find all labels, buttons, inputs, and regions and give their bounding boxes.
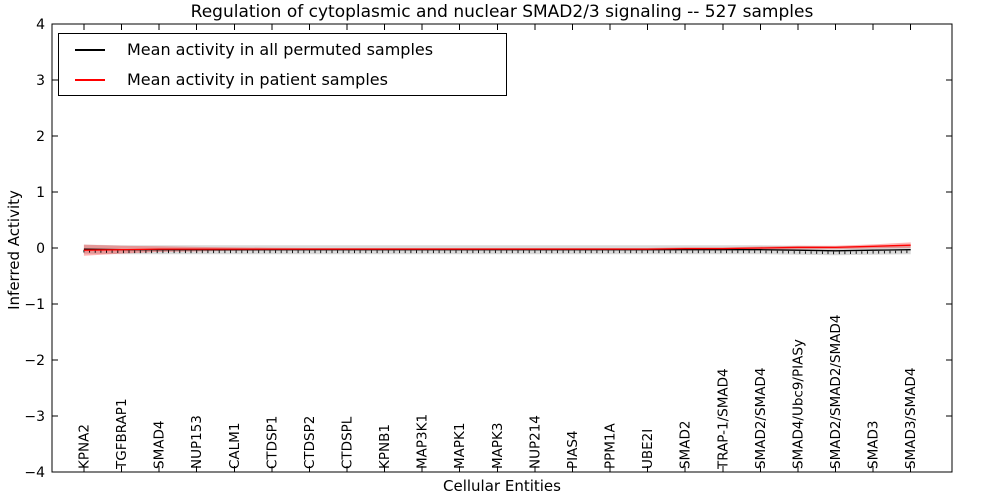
series-markers-0 [83,249,908,255]
y-tick-label: −1 [24,297,45,313]
x-tick-label: UBE2I [640,429,656,469]
legend-label: Mean activity in all permuted samples [127,40,434,59]
y-tick-label: 1 [36,185,45,201]
x-tick-label: NUP153 [189,415,205,469]
y-tick-label: 4 [36,17,45,33]
y-tick-label: 2 [36,129,45,145]
legend-item: Mean activity in patient samples [59,65,506,94]
x-tick-label: CTDSP2 [302,416,318,469]
x-tick-label: KPNB1 [377,424,393,469]
legend-item: Mean activity in all permuted samples [59,35,506,64]
x-tick-label: CALM1 [227,423,243,469]
y-tick-label: 3 [36,73,45,89]
legend-label: Mean activity in patient samples [127,70,388,89]
x-tick-label: SMAD2 [678,421,694,469]
legend: Mean activity in all permuted samples Me… [58,33,507,96]
x-tick-label: TGFBRAP1 [114,398,130,470]
y-tick-label: −2 [24,353,45,369]
chart-title: Regulation of cytoplasmic and nuclear SM… [190,2,814,22]
x-tick-label: NUP214 [527,415,543,469]
y-tick-label: −3 [24,409,45,425]
x-tick-label: PIAS4 [565,430,581,469]
x-tick-label: SMAD3/SMAD4 [903,368,919,469]
y-tick-label: 0 [36,241,45,257]
legend-line-swatch-black [75,48,105,51]
x-tick-label: SMAD2/SMAD2/SMAD4 [828,315,844,469]
x-tick-label: KPNA2 [76,424,92,469]
x-tick-label: SMAD4 [152,421,168,469]
x-axis-label: Cellular Entities [443,477,561,495]
y-axis-label: Inferred Activity [5,190,23,310]
x-tick-label: SMAD2/SMAD4 [753,368,769,469]
x-tick-label: MAP3K1 [415,414,431,469]
y-tick-label: −4 [24,465,45,481]
x-tick-label: SMAD3 [866,421,882,469]
series-line-1 [83,244,911,251]
x-tick-label: MAPK1 [452,423,468,469]
x-tick-label: MAPK3 [490,423,506,469]
x-tick-label: PPM1A [603,422,619,469]
x-tick-label: SMAD4/Ubc9/PIASy [790,339,806,469]
x-tick-label: TRAP-1/SMAD4 [715,368,731,470]
legend-line-swatch-red [75,78,105,81]
axes-frame [51,23,953,473]
x-tick-label: CTDSPL [340,416,356,469]
x-tick-label: CTDSP1 [264,416,280,469]
